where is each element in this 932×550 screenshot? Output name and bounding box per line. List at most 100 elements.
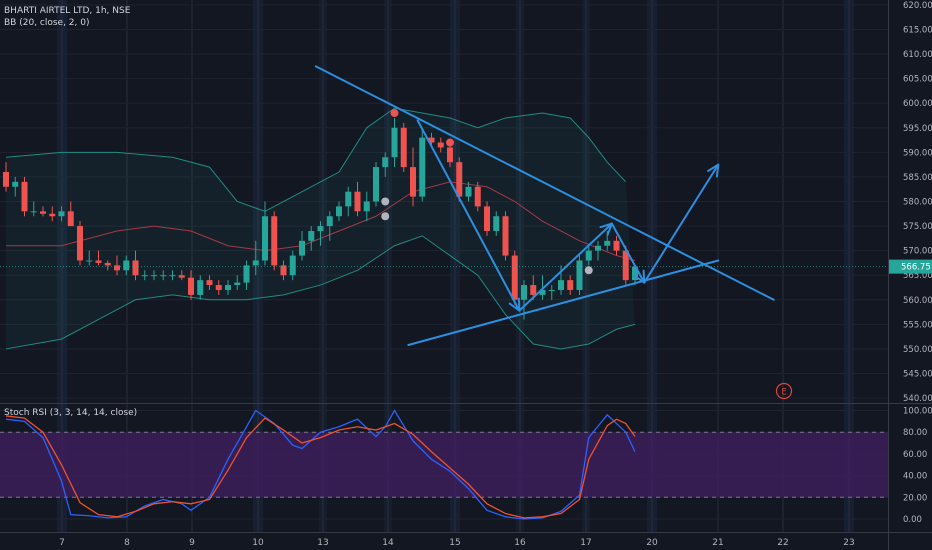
candle-up[interactable] <box>299 230 305 261</box>
candle-body[interactable] <box>336 206 342 217</box>
candle-up[interactable] <box>234 275 241 290</box>
candle-body[interactable] <box>317 226 324 231</box>
candle-body[interactable] <box>345 191 352 207</box>
candle-up[interactable] <box>595 240 601 261</box>
candle-body[interactable] <box>262 216 268 261</box>
candle-up[interactable] <box>382 152 389 177</box>
oscillator-legend[interactable]: Stoch RSI (3, 3, 14, 14, close) <box>4 407 137 419</box>
candle-down[interactable] <box>567 275 574 295</box>
candle-up[interactable] <box>30 201 37 217</box>
candle-body[interactable] <box>215 285 222 290</box>
candle-body[interactable] <box>410 167 416 197</box>
pattern-leg-up[interactable] <box>518 222 613 312</box>
candle-down[interactable] <box>49 206 56 222</box>
candle-down[interactable] <box>437 137 444 153</box>
candle-body[interactable] <box>40 211 46 214</box>
candle-down[interactable] <box>622 245 629 286</box>
candle-down[interactable] <box>271 211 278 271</box>
candle-body[interactable] <box>502 216 509 256</box>
candle-down[interactable] <box>206 275 213 290</box>
candle-down[interactable] <box>511 250 518 305</box>
main-legend[interactable]: BHARTI AIRTEL LTD, 1h, NSE <box>4 5 130 17</box>
candle-down[interactable] <box>77 221 83 266</box>
pattern-leg-down[interactable] <box>610 222 646 284</box>
candle-body[interactable] <box>114 265 120 271</box>
candle-body[interactable] <box>632 266 638 281</box>
candle-body[interactable] <box>622 250 629 281</box>
candle-body[interactable] <box>243 265 250 283</box>
candle-body[interactable] <box>151 275 157 277</box>
candle-body[interactable] <box>493 216 500 231</box>
candle-body[interactable] <box>160 275 167 277</box>
candle-body[interactable] <box>548 289 555 291</box>
candle-body[interactable] <box>558 280 564 290</box>
candle-body[interactable] <box>188 277 194 295</box>
candle-body[interactable] <box>12 181 19 187</box>
trendlines[interactable] <box>314 65 775 347</box>
candle-up[interactable] <box>289 250 296 281</box>
candle-up[interactable] <box>548 285 555 300</box>
candle-body[interactable] <box>382 157 389 168</box>
candle-down[interactable] <box>474 181 481 212</box>
candle-up[interactable] <box>308 226 315 251</box>
candle-body[interactable] <box>169 275 176 277</box>
candle-body[interactable] <box>95 260 102 263</box>
candle-up[interactable] <box>336 201 342 222</box>
candle-body[interactable] <box>178 275 185 278</box>
candle-body[interactable] <box>234 282 241 286</box>
candle-body[interactable] <box>511 255 518 300</box>
candle-body[interactable] <box>521 285 527 300</box>
candle-up[interactable] <box>151 270 157 281</box>
candle-down[interactable] <box>502 211 509 261</box>
pattern-leg-down[interactable] <box>416 119 521 312</box>
candle-up[interactable] <box>243 260 250 290</box>
price-axis[interactable]: 540.00 545.00 550.00 555.00 560.00 565.00 570.… <box>889 1 932 525</box>
candle-body[interactable] <box>474 186 481 207</box>
candle-body[interactable] <box>30 211 37 213</box>
candle-body[interactable] <box>428 137 435 143</box>
last-price-badge[interactable] <box>889 259 932 274</box>
candle-body[interactable] <box>539 289 546 295</box>
candle-body[interactable] <box>123 260 130 271</box>
candle-body[interactable] <box>289 255 296 276</box>
candle-down[interactable] <box>95 250 102 266</box>
candle-down[interactable] <box>215 280 222 295</box>
candle-body[interactable] <box>206 280 213 286</box>
candle-down[interactable] <box>104 260 111 271</box>
candle-body[interactable] <box>67 211 74 227</box>
candles[interactable] <box>0 117 888 320</box>
candle-down[interactable] <box>40 206 46 217</box>
candle-up[interactable] <box>262 201 268 266</box>
earnings-event-marker[interactable]: E <box>775 382 793 400</box>
candle-body[interactable] <box>299 240 305 256</box>
candle-up[interactable] <box>197 275 204 300</box>
candle-up[interactable] <box>123 255 130 276</box>
indicator-legend[interactable]: BB (20, close, 2, 0) <box>4 17 89 29</box>
candle-up[interactable] <box>12 176 19 197</box>
upper-trendline[interactable] <box>314 65 775 301</box>
candle-body[interactable] <box>567 280 574 290</box>
candle-up[interactable] <box>169 270 176 281</box>
candle-up[interactable] <box>373 162 379 207</box>
candle-body[interactable] <box>391 127 398 158</box>
candle-body[interactable] <box>373 167 379 202</box>
candle-body[interactable] <box>613 240 620 251</box>
candle-body[interactable] <box>363 201 370 212</box>
candle-body[interactable] <box>530 285 537 295</box>
candle-down[interactable] <box>132 250 139 281</box>
candle-up[interactable] <box>252 240 259 276</box>
candle-up[interactable] <box>345 186 352 217</box>
candle-body[interactable] <box>58 211 65 217</box>
candle-body[interactable] <box>400 127 407 168</box>
event-circle[interactable] <box>775 382 793 400</box>
candle-down[interactable] <box>3 162 9 192</box>
candle-body[interactable] <box>252 260 259 266</box>
candle-body[interactable] <box>21 181 28 212</box>
candle-up[interactable] <box>326 211 333 241</box>
candle-body[interactable] <box>77 226 83 261</box>
candle-body[interactable] <box>484 206 490 231</box>
candle-up[interactable] <box>585 245 592 266</box>
time-axis[interactable]: 7 8 9 10 13 14 15 16 17 20 21 22 23 <box>59 538 855 548</box>
candle-down[interactable] <box>21 176 28 217</box>
